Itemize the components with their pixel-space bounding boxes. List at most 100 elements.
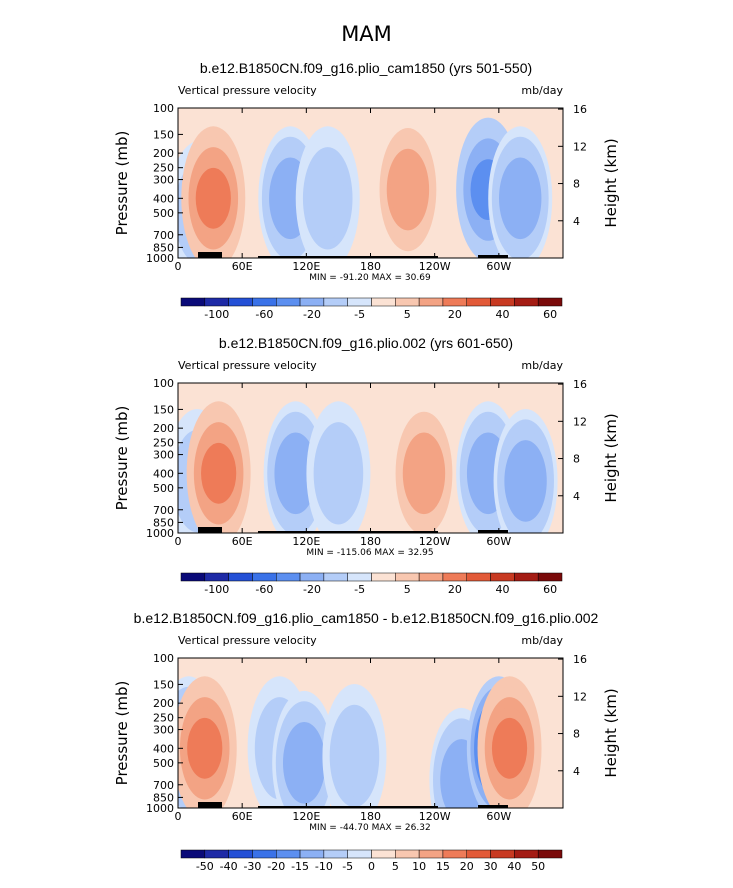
- colorbar-label: 60: [543, 308, 557, 321]
- colorbar-label: 5: [392, 860, 399, 873]
- y-tick-label: 700: [153, 779, 174, 792]
- terrain: [258, 256, 438, 258]
- y-tick-label: 150: [153, 403, 174, 416]
- x-tick-label: 60E: [232, 810, 253, 823]
- y-tick-label: 400: [153, 192, 174, 205]
- colorbar-swatch: [228, 572, 253, 582]
- y-tick-label: 400: [153, 742, 174, 755]
- y-axis-right-title: Height (km): [602, 138, 620, 227]
- contour-blob: [201, 442, 237, 504]
- colorbar-label: 40: [495, 308, 509, 321]
- x-tick-label: 60E: [232, 260, 253, 273]
- right-tick-label: 8: [573, 453, 580, 466]
- right-tick-label: 12: [573, 690, 587, 703]
- field-label: Vertical pressure velocity: [178, 359, 317, 372]
- terrain: [478, 255, 508, 258]
- x-tick-label: 120W: [419, 535, 451, 548]
- colorbar-swatch: [442, 572, 467, 582]
- right-tick-label: 8: [573, 178, 580, 191]
- y-tick-label: 200: [153, 422, 174, 435]
- colorbar-swatch: [180, 297, 206, 307]
- x-tick-label: 60W: [486, 260, 511, 273]
- x-tick-label: 120W: [419, 810, 451, 823]
- colorbar-swatch: [395, 572, 420, 582]
- colorbar-label: -5: [342, 860, 353, 873]
- colorbar-label: 30: [484, 860, 498, 873]
- colorbar-swatch: [347, 849, 372, 859]
- colorbar-swatch: [228, 297, 253, 307]
- colorbar-swatch: [228, 849, 253, 859]
- y-tick-label: 100: [153, 377, 174, 390]
- colorbar-label: -10: [315, 860, 333, 873]
- colorbar-label: -20: [303, 583, 321, 596]
- colorbar-label: 40: [507, 860, 521, 873]
- y-tick-label: 1000: [146, 802, 174, 815]
- colorbar-swatch: [299, 297, 325, 307]
- colorbar-swatch: [418, 572, 444, 582]
- colorbar-swatch: [252, 572, 277, 582]
- colorbar-swatch: [371, 849, 396, 859]
- contour-blob: [278, 442, 314, 504]
- colorbar-swatch: [276, 572, 301, 582]
- y-tick-label: 850: [153, 241, 174, 254]
- colorbar-swatch: [371, 297, 396, 307]
- y-axis-title: Pressure (mb): [113, 681, 131, 786]
- y-tick-label: 850: [153, 516, 174, 529]
- colorbar-swatch: [204, 572, 229, 582]
- colorbar-label: -20: [267, 860, 285, 873]
- colorbar-swatch: [371, 572, 396, 582]
- terrain: [478, 530, 508, 533]
- right-tick-label: 4: [573, 490, 580, 503]
- field-label: Vertical pressure velocity: [178, 84, 317, 97]
- colorbar-label: -100: [204, 583, 229, 596]
- panel-title: b.e12.B1850CN.f09_g16.plio_cam1850 - b.e…: [134, 610, 599, 626]
- colorbar-swatch: [276, 849, 301, 859]
- colorbar-swatch: [204, 849, 229, 859]
- colorbar-label: 20: [448, 583, 462, 596]
- y-tick-label: 250: [153, 712, 174, 725]
- chart-panel-1: b.e12.B1850CN.f09_g16.plio_cam1850 (yrs …: [113, 60, 620, 321]
- colorbar-swatch: [514, 572, 539, 582]
- y-tick-label: 700: [153, 504, 174, 517]
- colorbar-label: -20: [303, 308, 321, 321]
- y-axis-title: Pressure (mb): [113, 406, 131, 511]
- colorbar-swatch: [204, 297, 229, 307]
- colorbar-swatch: [180, 849, 206, 859]
- y-tick-label: 850: [153, 791, 174, 804]
- colorbar-swatch: [347, 572, 372, 582]
- colorbar-label: -50: [196, 860, 214, 873]
- terrain: [198, 802, 222, 808]
- x-tick-label: 0: [175, 260, 182, 273]
- right-tick-label: 16: [573, 653, 587, 666]
- chart-panel-2: b.e12.B1850CN.f09_g16.plio.002 (yrs 601-…: [113, 335, 620, 596]
- y-axis-right-title: Height (km): [602, 688, 620, 777]
- colorbar-label: 10: [412, 860, 426, 873]
- y-tick-label: 500: [153, 482, 174, 495]
- x-tick-label: 60E: [232, 535, 253, 548]
- colorbar-swatch: [537, 849, 563, 859]
- colorbar-swatch: [514, 849, 539, 859]
- colorbar-swatch: [466, 297, 491, 307]
- y-tick-label: 700: [153, 229, 174, 242]
- contour-blob: [336, 725, 373, 787]
- colorbar-swatch: [418, 297, 444, 307]
- y-tick-label: 100: [153, 652, 174, 665]
- colorbar-swatch: [418, 849, 444, 859]
- x-tick-label: 180: [360, 535, 381, 548]
- contour-blob: [502, 167, 538, 229]
- terrain: [198, 527, 222, 533]
- colorbar-swatch: [395, 297, 420, 307]
- colorbar-swatch: [490, 849, 515, 859]
- terrain: [478, 805, 508, 808]
- y-tick-label: 400: [153, 467, 174, 480]
- colorbar-swatch: [180, 572, 206, 582]
- y-tick-label: 150: [153, 128, 174, 141]
- y-tick-label: 500: [153, 207, 174, 220]
- colorbar-label: 5: [404, 583, 411, 596]
- colorbar-swatch: [537, 572, 563, 582]
- contour-blob: [286, 732, 322, 794]
- x-tick-label: 60W: [486, 535, 511, 548]
- colorbar-label: -60: [255, 308, 273, 321]
- y-axis-title: Pressure (mb): [113, 131, 131, 236]
- colorbar-label: -5: [354, 308, 365, 321]
